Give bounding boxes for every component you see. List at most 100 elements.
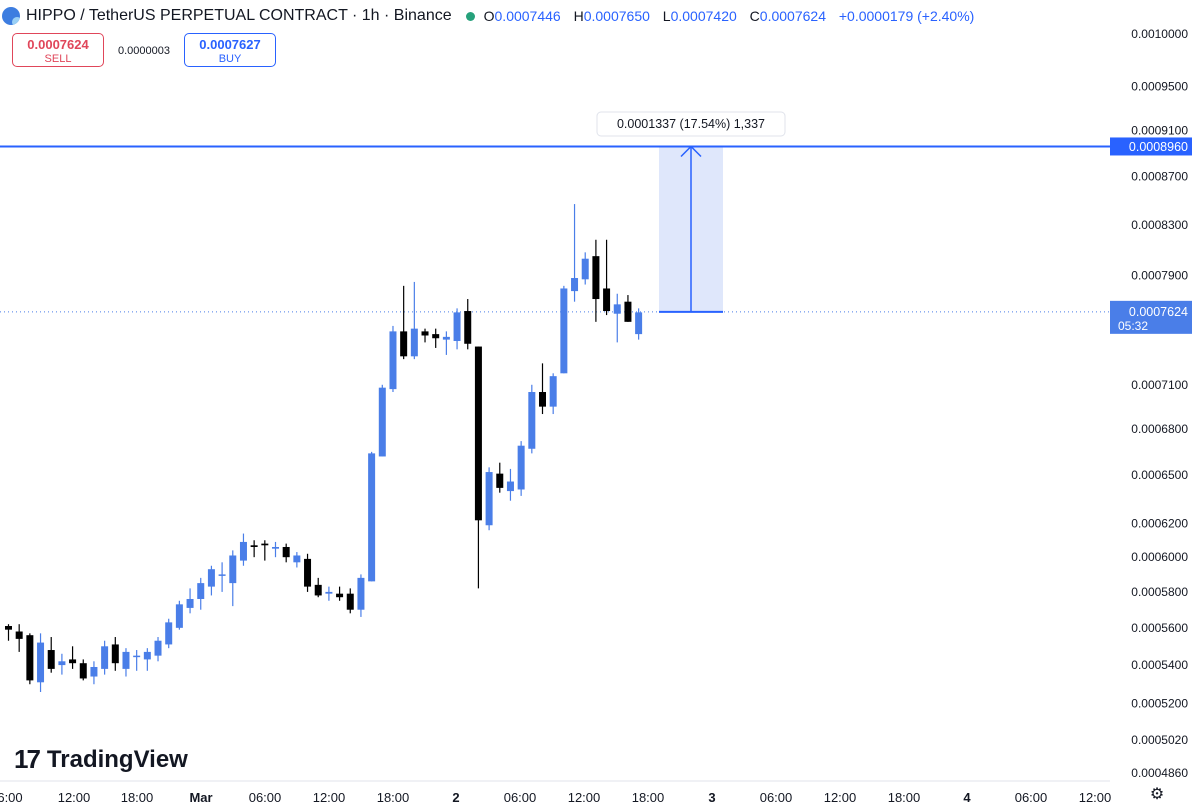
time-tick-label: 18:00	[377, 790, 410, 805]
time-tick-label: 06:00	[249, 790, 282, 805]
candle-body	[325, 591, 333, 594]
candle-body	[485, 472, 493, 526]
time-tick-label: 18:00	[121, 790, 154, 805]
candle-body	[560, 288, 568, 374]
price-tick-label: 0.0005200	[1131, 697, 1188, 711]
price-tick-label: 0.0006200	[1131, 517, 1188, 531]
time-tick-label: 2	[452, 790, 459, 805]
candle-body	[613, 304, 621, 314]
open-value: 0.0007446	[494, 8, 561, 24]
tradingview-logo[interactable]: 17 TradingView	[14, 744, 188, 775]
ohlc-readout: O0.0007446 H0.0007650 L0.0007420 C0.0007…	[484, 8, 975, 24]
price-tick-label: 0.0007100	[1131, 378, 1188, 392]
spread-value: 0.0000003	[118, 45, 170, 57]
market-open-dot-icon	[465, 11, 475, 21]
price-tick-label: 0.0010000	[1131, 27, 1188, 41]
candle-body	[250, 545, 258, 547]
candle-body	[410, 328, 418, 357]
candle-body	[539, 392, 546, 407]
candle-body	[111, 644, 119, 664]
low-value: 0.0007420	[670, 8, 737, 24]
gear-icon[interactable]: ⚙	[1149, 786, 1165, 803]
candle-body	[175, 604, 183, 628]
time-tick-label: 3	[708, 790, 715, 805]
close-label: C	[749, 8, 760, 24]
hippo-coin-icon	[2, 7, 20, 25]
candle-body	[47, 650, 55, 669]
candle-body	[496, 473, 504, 488]
tradingview-wordmark: TradingView	[46, 745, 188, 773]
candle-body	[357, 577, 365, 610]
price-tick-label: 0.0008300	[1131, 218, 1188, 232]
candle-body	[15, 631, 23, 639]
time-tick-label: Mar	[189, 790, 212, 805]
time-tick-label: 18:00	[632, 790, 665, 805]
price-tick-label: 0.0004860	[1131, 766, 1188, 780]
candle-body	[592, 256, 600, 300]
sell-label: SELL	[44, 53, 72, 65]
candle-body	[186, 598, 194, 608]
time-tick-label: 12:00	[58, 790, 91, 805]
symbol-title[interactable]: HIPPO / TetherUS PERPETUAL CONTRACT · 1h…	[26, 7, 452, 24]
symbol-header: HIPPO / TetherUS PERPETUAL CONTRACT · 1h…	[0, 0, 1110, 32]
price-tick-label: 0.0006500	[1131, 468, 1188, 482]
candle-body	[229, 555, 237, 584]
bar-countdown-label: 05:32	[1118, 319, 1148, 333]
open-label: O	[483, 8, 495, 24]
time-tick-label: 4	[963, 790, 971, 805]
buy-label: BUY	[218, 53, 242, 65]
high-value: 0.0007650	[583, 8, 650, 24]
candle-body	[421, 331, 429, 336]
price-tick-label: 0.0009500	[1131, 80, 1188, 94]
candle-body	[69, 659, 77, 664]
time-tick-label: 12:00	[1079, 790, 1112, 805]
time-tick-label: 06:00	[504, 790, 537, 805]
candle-body	[528, 392, 536, 449]
candle-body	[336, 593, 344, 598]
price-tick-label: 0.0009100	[1131, 124, 1188, 138]
candle-body	[346, 593, 354, 610]
candle-body	[517, 445, 525, 490]
candle-body	[90, 666, 98, 677]
high-label: H	[573, 8, 584, 24]
candle-body	[218, 574, 226, 576]
candle-body	[506, 481, 514, 492]
candle-body	[293, 555, 301, 563]
price-axis[interactable]	[1110, 0, 1200, 781]
candle-body	[239, 541, 247, 561]
candle-body	[5, 626, 12, 630]
candle-body	[26, 635, 34, 681]
candle-body	[453, 312, 461, 342]
candle-body	[79, 663, 87, 679]
price-tick-label: 0.0005600	[1131, 621, 1188, 635]
price-tick-label: 0.0005020	[1131, 733, 1188, 747]
price-tick-label: 0.0005800	[1131, 585, 1188, 599]
buy-price: 0.0007627	[199, 37, 261, 52]
price-tick-label: 0.0007900	[1131, 268, 1188, 282]
candle-body	[464, 311, 472, 344]
candle-body	[37, 642, 45, 683]
candle-body	[571, 278, 579, 292]
candle-body	[400, 331, 408, 357]
candle-body	[122, 651, 130, 669]
buy-button[interactable]: 0.0007627 BUY	[184, 33, 276, 67]
candle-body	[389, 331, 397, 390]
candle-body	[133, 655, 141, 658]
candle-body	[378, 387, 386, 457]
sell-button[interactable]: 0.0007624 SELL	[12, 33, 104, 67]
price-tick-label: 0.0008700	[1131, 170, 1188, 184]
candle-body	[635, 312, 643, 335]
time-tick-label: 18:00	[888, 790, 921, 805]
time-tick-label: 06:00	[760, 790, 793, 805]
candle-body	[58, 661, 66, 666]
low-label: L	[662, 8, 671, 24]
candle-body	[304, 558, 312, 587]
candle-body	[368, 453, 376, 582]
candle-body	[197, 583, 205, 599]
candle-body	[143, 651, 151, 660]
time-tick-label: 6:00	[0, 790, 23, 805]
horizontal-line-price-badge	[1110, 137, 1192, 156]
last-price-badge	[1110, 300, 1192, 334]
